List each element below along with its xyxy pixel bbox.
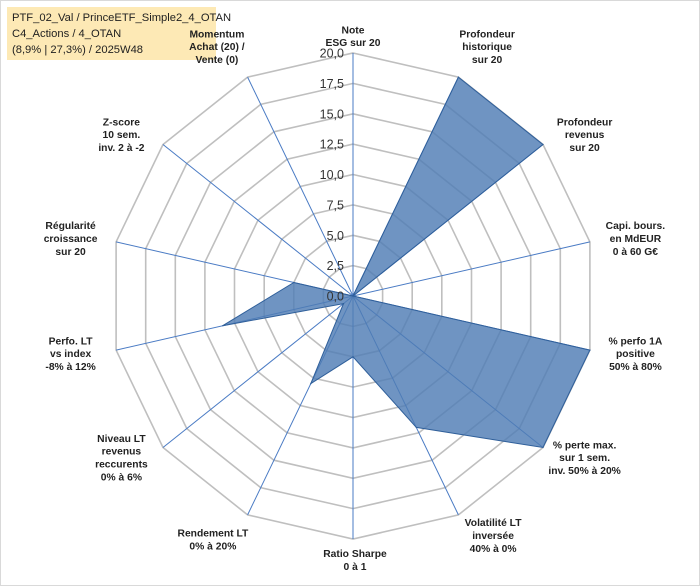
data-point-1 [457,76,459,78]
axis-label-1-line-0: Profondeur [459,29,515,40]
axis-label-8: Rendement LT 0% à 20% [178,529,249,553]
radar-axis-labels: Note ESG sur 20 Profondeur historique sur 20… [44,25,666,572]
data-point-13 [352,295,354,297]
axis-label-11-line-0: Régularité [45,221,96,232]
tick-label-2: 5,0 [327,229,344,243]
axis-label-4: % perfo 1A positive 50% à 80% [609,336,663,373]
data-point-7 [352,356,354,358]
axis-label-13-line-1: Achat (20) / [189,42,245,53]
axis-label-9: Niveau LT revenus reccurents 0% à 6% [95,434,148,483]
data-point-11 [293,281,295,284]
data-point-8 [310,383,312,385]
tick-label-8: 20,0 [320,47,344,61]
axis-label-9-line-2: reccurents [95,460,148,471]
tick-label-0: 0,0 [327,290,344,304]
axis-label-3-line-1: en MdEUR [610,234,662,245]
axis-label-1: Profondeur historique sur 20 [459,29,515,66]
axis-label-1-line-2: sur 20 [472,55,503,66]
axis-label-3: Capi. bours. en MdEUR 0 à 60 G€ [606,221,666,258]
axis-label-5-line-2: inv. 50% à 20% [548,466,621,477]
axis-label-11-line-1: croissance [44,234,98,245]
tick-label-1: 2,5 [327,259,344,273]
data-point-9 [342,303,345,305]
axis-label-4-line-1: positive [616,349,655,360]
axis-label-13-line-0: Momentum [189,29,244,40]
axis-label-10-line-1: vs index [50,349,91,360]
axis-label-10-line-2: -8% à 12% [45,362,95,373]
axis-label-5-line-0: % perte max. [553,440,617,451]
axis-label-2: Profondeur revenus sur 20 [557,117,613,154]
tick-label-5: 12,5 [320,138,344,152]
axis-label-7: Ratio Sharpe 0 à 1 [323,549,387,573]
axis-label-10-line-0: Perfo. LT [49,336,94,347]
axis-label-11: Régularité croissance sur 20 [44,221,98,258]
axis-label-9-line-1: revenus [102,447,142,458]
axis-label-7-line-0: Ratio Sharpe [323,549,387,560]
data-point-5 [542,446,544,449]
axis-label-6: Volatilité LT inversée 40% à 0% [465,518,523,555]
axis-label-6-line-0: Volatilité LT [465,518,523,529]
axis-label-6-line-1: inversée [472,531,514,542]
axis-label-3-line-0: Capi. bours. [606,221,666,232]
axis-label-0-line-0: Note [342,25,365,36]
axis-label-1-line-1: historique [462,42,512,53]
axis-label-5-line-1: sur 1 sem. [559,453,610,464]
data-point-6 [415,426,417,428]
tick-label-7: 17,5 [320,77,344,91]
axis-label-3-line-2: 0 à 60 G€ [613,247,658,258]
info-line-portfolio: PTF_02_Val / PrinceETF_Simple2_4_OTAN [12,12,232,24]
axis-label-12-line-0: Z-score [103,117,140,128]
axis-label-4-line-0: % perfo 1A [609,336,663,347]
axis-label-2-line-2: sur 20 [569,143,600,154]
tick-label-6: 15,0 [320,107,344,121]
axis-label-7-line-1: 0 à 1 [344,562,367,573]
radar-tick-labels: 0,0 2,5 5,0 7,5 10,0 12,5 15,0 17,5 20,0 [320,47,344,304]
axis-spoke-12 [162,144,354,297]
tick-label-4: 10,0 [320,168,344,182]
data-point-4 [589,349,591,351]
axis-label-5: % perte max. sur 1 sem. inv. 50% à 20% [548,440,621,477]
axis-spoke-3 [352,241,591,297]
axis-label-13-line-2: Vente (0) [195,55,238,66]
data-point-10 [222,325,224,327]
series-area-0 [222,76,591,449]
axis-label-0-line-1: ESG sur 20 [326,38,381,49]
axis-label-13: Momentum Achat (20) / Vente (0) [189,29,245,66]
axis-label-12-line-1: 10 sem. [103,130,141,141]
axis-label-4-line-2: 50% à 80% [609,362,662,373]
radar-series [222,76,591,449]
axis-spoke-9 [162,295,354,448]
axis-label-12: Z-score 10 sem. inv. 2 à -2 [98,117,144,154]
axis-label-2-line-1: revenus [565,130,605,141]
axis-spoke-13 [247,76,354,297]
axis-label-2-line-0: Profondeur [557,117,613,128]
axis-label-9-line-0: Niveau LT [97,434,146,445]
portfolio-info-box: PTF_02_Val / PrinceETF_Simple2_4_OTAN C4… [7,7,232,60]
axis-label-9-line-3: 0% à 6% [101,472,142,483]
info-line-category: C4_Actions / 4_OTAN [12,28,122,40]
axis-label-8-line-1: 0% à 20% [189,541,236,552]
axis-label-12-line-2: inv. 2 à -2 [98,143,144,154]
axis-label-8-line-0: Rendement LT [178,529,249,540]
axis-label-6-line-2: 40% à 0% [470,544,517,555]
data-point-2 [542,143,544,146]
tick-label-3: 7,5 [327,198,344,212]
axis-label-10: Perfo. LT vs index -8% à 12% [45,336,95,373]
info-line-stats: (8,9% | 27,3%) / 2025W48 [12,44,144,56]
axis-label-0: Note ESG sur 20 [326,25,381,49]
axis-label-11-line-2: sur 20 [55,247,86,258]
